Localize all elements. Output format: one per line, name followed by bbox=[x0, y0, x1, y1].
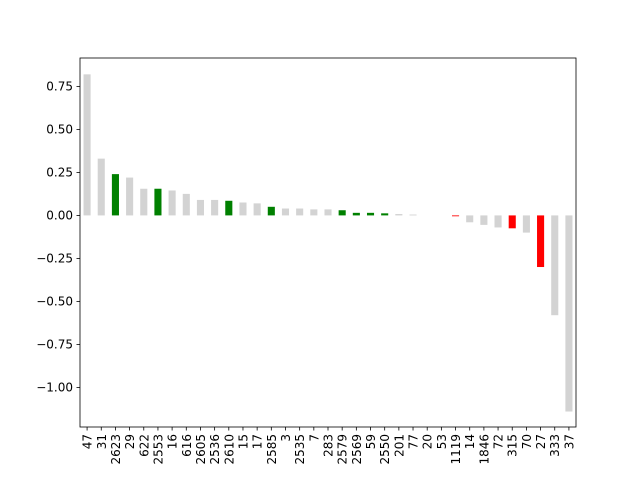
x-tick-label: 31 bbox=[95, 434, 109, 449]
x-tick-label: 333 bbox=[548, 434, 562, 457]
y-tick-label: 0.25 bbox=[46, 165, 73, 179]
bar-2579 bbox=[338, 210, 346, 216]
x-tick-label: 622 bbox=[137, 434, 151, 457]
x-tick-label: 2550 bbox=[378, 434, 392, 465]
bars bbox=[83, 74, 573, 412]
bar-2623 bbox=[111, 174, 119, 216]
bar-47 bbox=[83, 74, 91, 216]
plot-frame bbox=[79, 57, 577, 428]
bar-7 bbox=[310, 209, 318, 216]
x-tick-label: 283 bbox=[322, 434, 336, 457]
x-tick-label: 2623 bbox=[109, 434, 123, 465]
x-tick-label: 2569 bbox=[350, 434, 364, 465]
x-tick-label: 47 bbox=[81, 434, 95, 449]
bar-2550 bbox=[381, 213, 389, 216]
bar-283 bbox=[324, 209, 332, 216]
x-tick-label: 2553 bbox=[151, 434, 165, 465]
x-tick-label: 14 bbox=[463, 434, 477, 449]
y-tick-label: −1.00 bbox=[36, 380, 73, 394]
bar-622 bbox=[140, 188, 148, 216]
x-tick-label: 27 bbox=[534, 434, 548, 449]
bar-2610 bbox=[225, 200, 233, 216]
bar-17 bbox=[253, 203, 261, 216]
x-tick-label: 53 bbox=[435, 434, 449, 449]
x-tick-label: 1119 bbox=[449, 434, 463, 465]
x-tick-label: 70 bbox=[520, 434, 534, 449]
bar-14 bbox=[466, 215, 474, 223]
bar-1119 bbox=[452, 215, 460, 217]
x-tick-label: 2536 bbox=[208, 434, 222, 465]
bar-37 bbox=[565, 215, 573, 412]
x-tick-label: 29 bbox=[123, 434, 137, 449]
bar-3 bbox=[281, 208, 290, 216]
bar-70 bbox=[522, 215, 530, 233]
x-tick-label: 20 bbox=[421, 434, 435, 449]
x-axis: 47 31 2623 29 622 2553 16 616 2605 2536 2610 15 17 25… bbox=[81, 427, 576, 465]
x-tick-label: 3 bbox=[279, 434, 293, 442]
bar-315 bbox=[508, 215, 516, 229]
y-tick-label: −0.50 bbox=[36, 294, 73, 308]
x-tick-label: 37 bbox=[562, 434, 576, 449]
bar-1846 bbox=[480, 215, 488, 225]
bar-31 bbox=[97, 158, 105, 216]
bar-201 bbox=[395, 214, 403, 216]
bar-2569 bbox=[352, 212, 360, 216]
x-tick-label: 2585 bbox=[265, 434, 279, 465]
x-tick-label: 2579 bbox=[336, 434, 350, 465]
x-tick-label: 15 bbox=[236, 434, 250, 449]
y-tick-label: 0.00 bbox=[46, 208, 73, 222]
x-tick-label: 77 bbox=[407, 434, 421, 449]
x-tick-label: 2535 bbox=[293, 434, 307, 465]
x-tick-label: 59 bbox=[364, 434, 378, 449]
y-tick-label: −0.25 bbox=[36, 251, 73, 265]
x-tick-label: 616 bbox=[180, 434, 194, 457]
x-tick-label: 2605 bbox=[194, 434, 208, 465]
x-tick-label: 7 bbox=[307, 434, 321, 442]
x-tick-label: 315 bbox=[506, 434, 520, 457]
x-tick-label: 16 bbox=[166, 434, 180, 449]
bar-2605 bbox=[196, 199, 204, 216]
bar-59 bbox=[366, 212, 375, 216]
bar-77 bbox=[409, 214, 417, 216]
bar-15 bbox=[239, 202, 247, 216]
x-tick-label: 2610 bbox=[222, 434, 236, 465]
x-tick-label: 17 bbox=[251, 434, 265, 449]
bar-616 bbox=[182, 193, 190, 216]
bar-2536 bbox=[211, 199, 219, 216]
bar-333 bbox=[551, 215, 559, 316]
y-tick-label: 0.75 bbox=[46, 79, 73, 93]
x-tick-label: 72 bbox=[492, 434, 506, 449]
bar-2535 bbox=[296, 208, 304, 216]
bar-29 bbox=[126, 177, 134, 216]
y-axis: −1.00 −0.75 −0.50 −0.25 0.00 0.25 0.50 0.75 bbox=[36, 79, 80, 394]
y-tick-label: 0.50 bbox=[46, 122, 73, 136]
x-tick-label: 201 bbox=[392, 434, 406, 457]
y-tick-label: −0.75 bbox=[36, 337, 73, 351]
x-tick-label: 1846 bbox=[477, 434, 491, 465]
bar-27 bbox=[537, 215, 545, 268]
bar-2553 bbox=[154, 188, 162, 216]
bar-2585 bbox=[267, 206, 275, 216]
bar-72 bbox=[494, 215, 502, 228]
bar-16 bbox=[168, 190, 176, 216]
